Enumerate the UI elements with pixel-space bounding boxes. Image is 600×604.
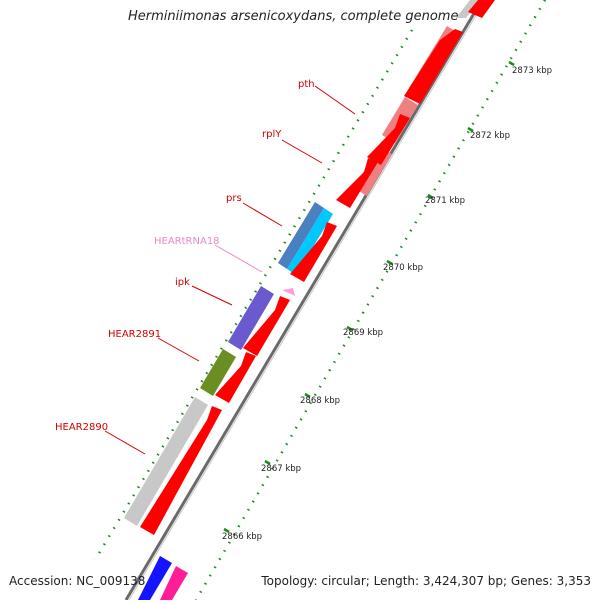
scale-tick-2873 (508, 60, 515, 67)
olive-gene-hear2891 (200, 349, 236, 396)
callout-line-prs (242, 202, 283, 227)
scale-label-2873: 2873 kbp (512, 66, 552, 76)
red-cds-arrow-3 (336, 158, 378, 208)
scale-label-2872: 2872 kbp (470, 131, 510, 141)
gene-label-ipk[interactable]: ipk (175, 277, 190, 288)
gene-label-rply[interactable]: rplY (262, 129, 282, 140)
callout-line-heartrna18 (214, 244, 263, 273)
gene-label-hear2891[interactable]: HEAR2891 (108, 329, 161, 340)
backbone-line (124, 0, 484, 600)
inner-marker-line (93, 29, 414, 561)
scale-tick-2868 (304, 392, 311, 399)
red-cds-arrow-1 (404, 29, 463, 104)
red-cds-arrow-5 (243, 296, 290, 356)
grey-gene-top (456, 0, 480, 18)
red-cds-arrow-top (468, 0, 495, 18)
scale-label-2867: 2867 kbp (261, 464, 301, 474)
grey-gene-hear2890 (124, 397, 208, 526)
scale-label-2871: 2871 kbp (425, 196, 465, 206)
backbone-shadow-line (128, 0, 486, 600)
gene-label-heartrna18[interactable]: HEARtRNA18 (154, 236, 220, 247)
cyan-gene-prs (287, 208, 333, 275)
scale-tick-2870 (386, 259, 393, 266)
scale-label-2869: 2869 kbp (343, 328, 383, 338)
red-cds-arrow-6 (215, 352, 256, 403)
callout-line-pth (314, 85, 356, 115)
topology-label: Topology: circular; Length: 3,424,307 bp… (261, 574, 591, 588)
red-cds-arrow-2 (367, 114, 410, 165)
scale-tick-2872 (467, 126, 474, 133)
scale-tick-2866 (223, 527, 230, 534)
callout-line-rply (281, 139, 323, 164)
scale-tick-2871 (427, 193, 434, 200)
trna-marker (282, 288, 295, 296)
purple-gene-ipk (228, 286, 274, 350)
scale-label-2868: 2868 kbp (300, 396, 340, 406)
scale-tick-2869 (346, 325, 353, 332)
outer-scale-line (194, 0, 547, 600)
red-cds-arrow-7 (140, 406, 222, 535)
map-title: Herminiimonas arsenicoxydans, complete g… (128, 9, 459, 24)
callout-line-hear2891 (157, 337, 200, 362)
blue-gene-bottom (138, 556, 172, 600)
callout-line-hear2890 (104, 430, 146, 455)
magenta-gene-bottom (160, 566, 188, 600)
gene-label-hear2890[interactable]: HEAR2890 (55, 422, 108, 433)
scale-tick-2867 (264, 459, 271, 466)
callout-line-ipk (191, 285, 233, 306)
scale-label-2870: 2870 kbp (383, 263, 423, 273)
red-cds-arrow-4 (290, 222, 337, 282)
gene-label-prs[interactable]: prs (226, 193, 242, 204)
accession-label: Accession: NC_009138 (9, 574, 146, 588)
gene-label-pth[interactable]: pth (298, 79, 315, 90)
scale-label-2866: 2866 kbp (222, 532, 262, 542)
blue-gene-prs (278, 202, 324, 269)
